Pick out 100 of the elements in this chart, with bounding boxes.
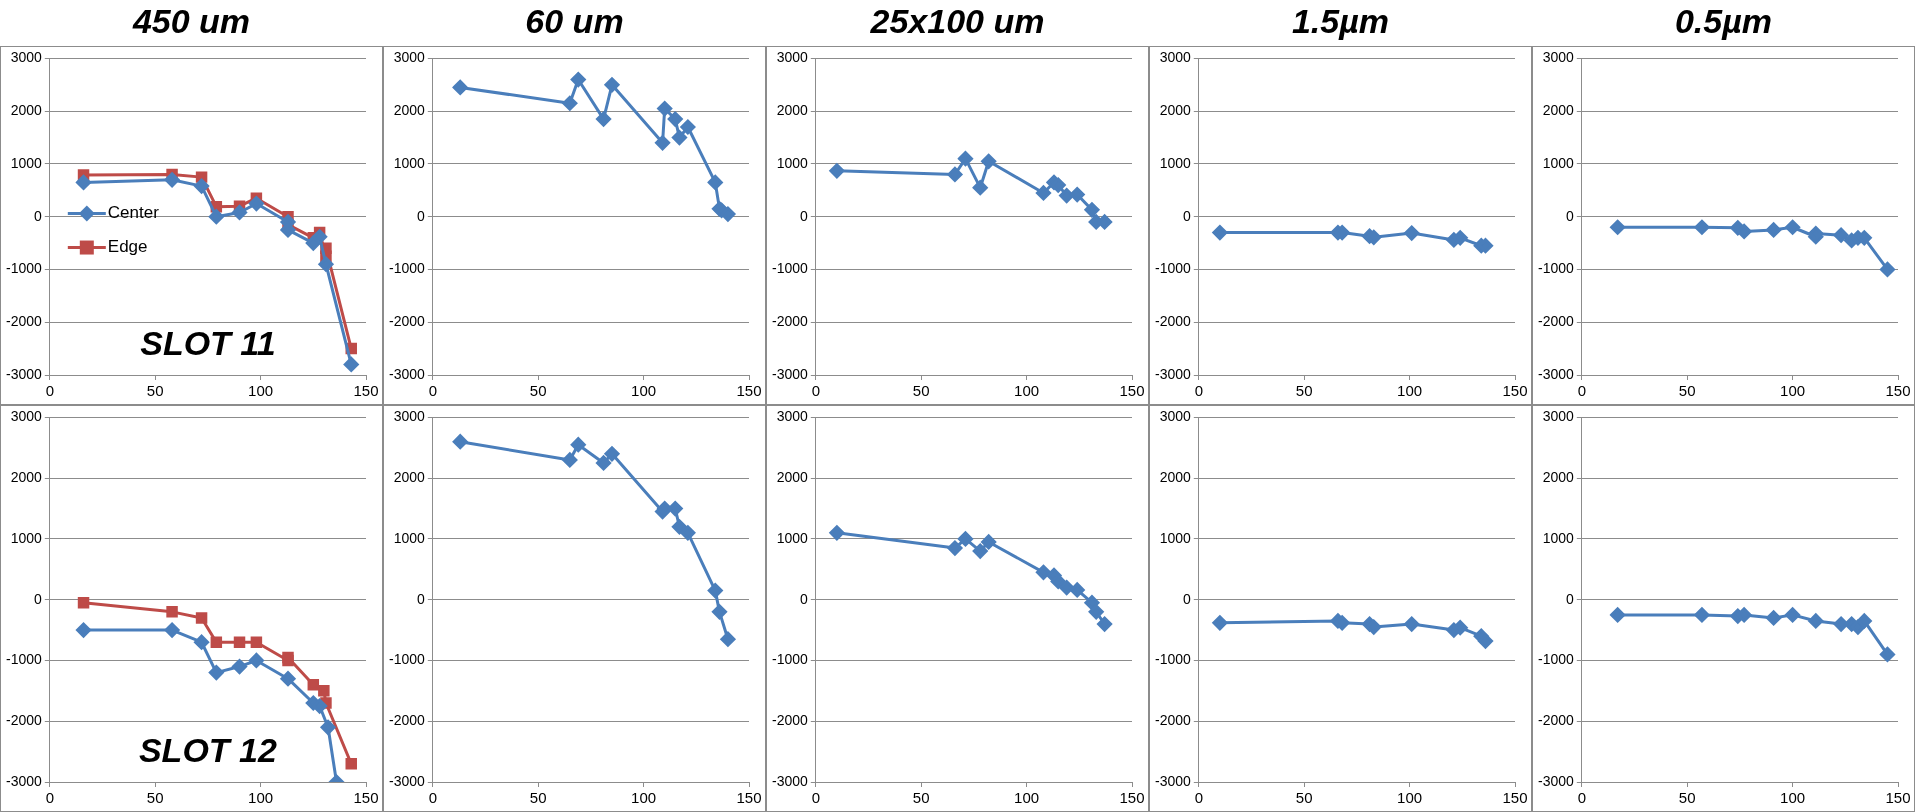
y-tick-label: 2000 <box>10 102 43 119</box>
y-tick-label: 3000 <box>1159 49 1192 66</box>
y-tick-label: 3000 <box>776 49 809 66</box>
x-tick-label: 100 <box>1014 382 1040 400</box>
x-tick-label: 100 <box>1780 789 1806 807</box>
x-tick-label: 150 <box>1119 382 1145 400</box>
x-tick-label: 0 <box>428 382 437 400</box>
x-tick-label: 150 <box>736 789 762 807</box>
y-tick-label: -2000 <box>1537 712 1575 729</box>
x-tick-label: 50 <box>912 382 930 400</box>
y-tick-label: -3000 <box>1537 365 1575 382</box>
y-tick-label: 1000 <box>776 154 809 171</box>
x-tick-label: 50 <box>912 789 930 807</box>
y-tick-label: -1000 <box>388 651 426 668</box>
x-tick-label: 150 <box>1119 789 1145 807</box>
x-tick-label: 50 <box>146 382 164 400</box>
x-tick-label: 50 <box>146 789 164 807</box>
y-tick-label: -3000 <box>5 772 43 789</box>
y-tick-label: 0 <box>417 207 426 224</box>
y-tick-label: -3000 <box>1154 772 1192 789</box>
x-tick-label: 100 <box>1397 789 1423 807</box>
x-tick-label: 0 <box>428 789 437 807</box>
annotation: SLOT 12 <box>138 731 277 769</box>
x-tick-label: 150 <box>1502 789 1528 807</box>
y-tick-label: -1000 <box>1537 651 1575 668</box>
y-tick-label: -3000 <box>1154 365 1192 382</box>
y-tick-label: 3000 <box>393 408 426 425</box>
y-tick-label: -1000 <box>5 260 43 277</box>
y-tick-label: 0 <box>800 590 809 607</box>
y-tick-label: -1000 <box>388 260 426 277</box>
y-tick-label: -2000 <box>388 313 426 330</box>
y-tick-label: 2000 <box>393 102 426 119</box>
y-tick-label: -2000 <box>1154 313 1192 330</box>
y-tick-label: -1000 <box>1537 260 1575 277</box>
y-tick-label: 0 <box>34 207 43 224</box>
x-tick-label: 0 <box>1577 789 1586 807</box>
y-tick-label: 1000 <box>1159 529 1192 546</box>
x-tick-label: 50 <box>1295 789 1313 807</box>
x-tick-label: 100 <box>631 789 657 807</box>
y-tick-label: 0 <box>1183 207 1192 224</box>
y-tick-label: 1000 <box>1159 154 1192 171</box>
y-tick-label: 1000 <box>1542 154 1575 171</box>
y-tick-label: 3000 <box>1542 49 1575 66</box>
y-tick-label: 2000 <box>1159 469 1192 486</box>
x-tick-label: 100 <box>248 382 274 400</box>
x-tick-label: 0 <box>45 789 54 807</box>
x-tick-label: 0 <box>45 382 54 400</box>
y-tick-label: -3000 <box>771 772 809 789</box>
y-tick-label: 0 <box>417 590 426 607</box>
y-tick-label: 2000 <box>1542 102 1575 119</box>
chart-title: 0.5µm <box>1673 2 1774 41</box>
y-tick-label: -3000 <box>1537 772 1575 789</box>
x-tick-label: 100 <box>1397 382 1423 400</box>
x-tick-label: 0 <box>1194 382 1203 400</box>
y-tick-label: 1000 <box>776 529 809 546</box>
y-tick-label: -2000 <box>388 712 426 729</box>
x-tick-label: 100 <box>1780 382 1806 400</box>
y-tick-label: 0 <box>800 207 809 224</box>
y-tick-label: 2000 <box>776 102 809 119</box>
chart-title: 1.5µm <box>1290 2 1391 41</box>
y-tick-label: 1000 <box>393 529 426 546</box>
x-tick-label: 100 <box>248 789 274 807</box>
y-tick-label: 3000 <box>1159 408 1192 425</box>
x-tick-label: 50 <box>1295 382 1313 400</box>
y-tick-label: 2000 <box>776 469 809 486</box>
x-tick-label: 150 <box>1885 382 1911 400</box>
x-tick-label: 150 <box>353 789 379 807</box>
x-tick-label: 100 <box>1014 789 1040 807</box>
y-tick-label: 3000 <box>10 408 43 425</box>
y-tick-label: 0 <box>34 590 43 607</box>
x-tick-label: 150 <box>736 382 762 400</box>
x-tick-label: 0 <box>1194 789 1203 807</box>
x-tick-label: 0 <box>811 789 820 807</box>
y-tick-label: -3000 <box>388 772 426 789</box>
y-tick-label: -2000 <box>5 313 43 330</box>
y-tick-label: -2000 <box>1537 313 1575 330</box>
y-tick-label: 2000 <box>1159 102 1192 119</box>
x-tick-label: 50 <box>529 382 547 400</box>
y-tick-label: 2000 <box>1542 469 1575 486</box>
x-tick-label: 50 <box>1678 382 1696 400</box>
y-tick-label: -1000 <box>5 651 43 668</box>
y-tick-label: 1000 <box>10 529 43 546</box>
y-tick-label: -2000 <box>771 712 809 729</box>
y-tick-label: -3000 <box>5 365 43 382</box>
y-tick-label: -1000 <box>771 260 809 277</box>
y-tick-label: 2000 <box>10 469 43 486</box>
annotation: SLOT 11 <box>140 324 276 362</box>
y-tick-label: 0 <box>1183 590 1192 607</box>
y-tick-label: 2000 <box>393 469 426 486</box>
y-tick-label: 3000 <box>1542 408 1575 425</box>
y-tick-label: -2000 <box>5 712 43 729</box>
y-tick-label: 0 <box>1566 590 1575 607</box>
x-tick-label: 150 <box>1885 789 1911 807</box>
x-tick-label: 150 <box>353 382 379 400</box>
x-tick-label: 150 <box>1502 382 1528 400</box>
legend-label: Edge <box>107 237 148 257</box>
x-tick-label: 0 <box>1577 382 1586 400</box>
y-tick-label: -2000 <box>771 313 809 330</box>
y-tick-label: 0 <box>1566 207 1575 224</box>
y-tick-label: 1000 <box>1542 529 1575 546</box>
